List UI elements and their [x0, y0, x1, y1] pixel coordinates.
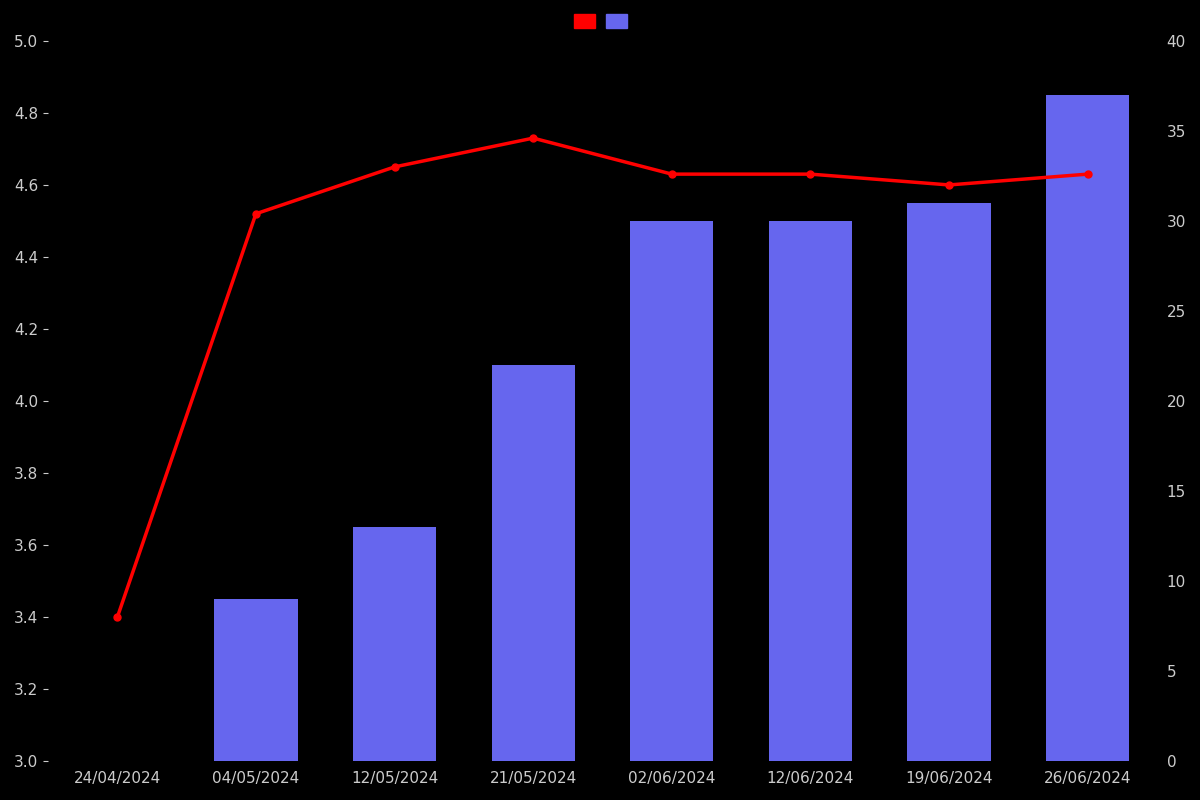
- Bar: [630, 221, 714, 800]
- Bar: [215, 599, 298, 800]
- Legend: , : ,: [569, 8, 636, 34]
- Bar: [353, 527, 436, 800]
- Bar: [492, 365, 575, 800]
- Bar: [907, 203, 991, 800]
- Bar: [769, 221, 852, 800]
- Bar: [1046, 95, 1129, 800]
- Bar: [76, 762, 158, 800]
